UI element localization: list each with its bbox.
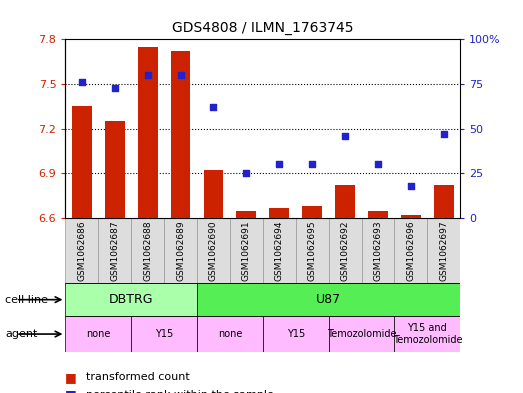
Bar: [131, 316, 197, 352]
Bar: [197, 316, 263, 352]
Bar: [335, 185, 355, 218]
Bar: [263, 218, 295, 283]
Text: Y15: Y15: [155, 329, 173, 339]
Text: Y15: Y15: [287, 329, 305, 339]
Text: GSM1062691: GSM1062691: [242, 220, 251, 281]
Point: [209, 104, 218, 110]
Bar: [269, 208, 289, 218]
Text: Y15 and
Temozolomide: Y15 and Temozolomide: [393, 323, 462, 345]
Text: ■: ■: [65, 388, 77, 393]
Bar: [65, 218, 98, 283]
Text: GSM1062697: GSM1062697: [439, 220, 448, 281]
Point: [374, 161, 382, 167]
Bar: [72, 107, 92, 218]
Bar: [230, 218, 263, 283]
Text: GSM1062690: GSM1062690: [209, 220, 218, 281]
Bar: [328, 218, 361, 283]
Text: U87: U87: [316, 293, 341, 306]
Point: [440, 131, 448, 137]
Bar: [401, 215, 420, 218]
Title: GDS4808 / ILMN_1763745: GDS4808 / ILMN_1763745: [172, 22, 354, 35]
Bar: [394, 218, 427, 283]
Point: [275, 161, 283, 167]
Text: cell line: cell line: [5, 295, 48, 305]
Point: [407, 183, 415, 189]
Point: [110, 84, 119, 91]
Point: [176, 72, 185, 78]
Bar: [427, 218, 460, 283]
Bar: [98, 218, 131, 283]
Text: agent: agent: [5, 329, 38, 339]
Text: transformed count: transformed count: [86, 372, 190, 382]
Text: ■: ■: [65, 371, 77, 384]
Point: [308, 161, 316, 167]
Text: GSM1062696: GSM1062696: [406, 220, 415, 281]
Text: GSM1062695: GSM1062695: [308, 220, 316, 281]
Bar: [302, 206, 322, 218]
Point: [143, 72, 152, 78]
Bar: [263, 316, 328, 352]
Text: GSM1062688: GSM1062688: [143, 220, 152, 281]
Text: percentile rank within the sample: percentile rank within the sample: [86, 390, 274, 393]
Bar: [164, 218, 197, 283]
Text: none: none: [218, 329, 242, 339]
Bar: [105, 121, 124, 218]
Text: GSM1062687: GSM1062687: [110, 220, 119, 281]
Bar: [394, 316, 460, 352]
Bar: [65, 283, 197, 316]
Text: GSM1062689: GSM1062689: [176, 220, 185, 281]
Bar: [197, 218, 230, 283]
Bar: [170, 51, 190, 218]
Bar: [131, 218, 164, 283]
Bar: [328, 316, 394, 352]
Bar: [434, 185, 453, 218]
Text: GSM1062692: GSM1062692: [340, 220, 349, 281]
Text: GSM1062686: GSM1062686: [77, 220, 86, 281]
Bar: [65, 316, 131, 352]
Point: [242, 170, 251, 176]
Bar: [368, 211, 388, 218]
Bar: [295, 218, 328, 283]
Bar: [361, 218, 394, 283]
Text: GSM1062693: GSM1062693: [373, 220, 382, 281]
Text: GSM1062694: GSM1062694: [275, 220, 284, 281]
Bar: [197, 283, 460, 316]
Text: DBTRG: DBTRG: [109, 293, 153, 306]
Point: [341, 133, 349, 139]
Text: Temozolomide: Temozolomide: [327, 329, 396, 339]
Point: [77, 79, 86, 85]
Bar: [203, 171, 223, 218]
Bar: [138, 47, 157, 218]
Text: none: none: [86, 329, 110, 339]
Bar: [236, 211, 256, 218]
